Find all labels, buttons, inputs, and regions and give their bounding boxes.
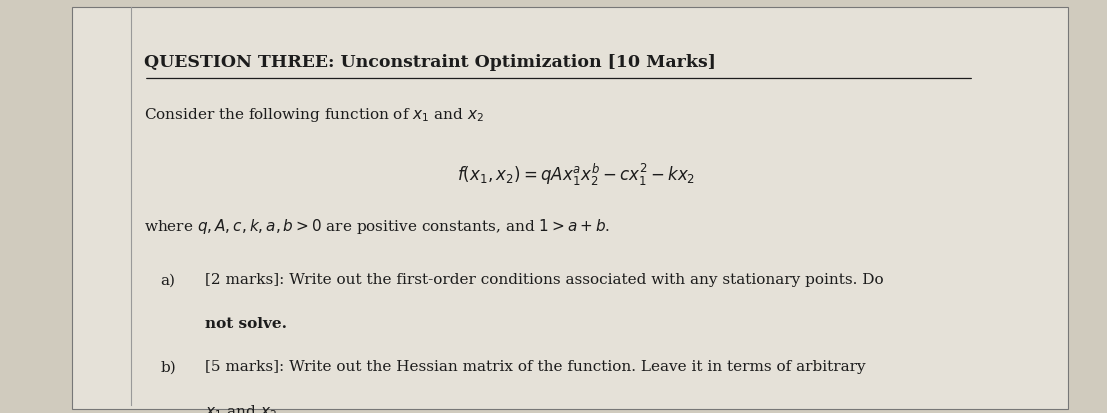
Text: where $q, A, c, k, a, b > 0$ are positive constants, and $1 > a + b$.: where $q, A, c, k, a, b > 0$ are positiv… bbox=[144, 217, 610, 236]
Text: $x_1$ and $x_2$.: $x_1$ and $x_2$. bbox=[205, 403, 281, 413]
Text: [5 marks]: Write out the Hessian matrix of the function. Leave it in terms of ar: [5 marks]: Write out the Hessian matrix … bbox=[205, 359, 866, 373]
Text: QUESTION THREE: Unconstraint Optimization [10 Marks]: QUESTION THREE: Unconstraint Optimizatio… bbox=[144, 54, 716, 71]
Text: $f(x_1, x_2) = qAx_1^a x_2^b - cx_1^2 - kx_2$: $f(x_1, x_2) = qAx_1^a x_2^b - cx_1^2 - … bbox=[456, 161, 695, 187]
Text: b): b) bbox=[161, 359, 176, 373]
Text: a): a) bbox=[161, 273, 176, 287]
Text: not solve.: not solve. bbox=[205, 316, 287, 330]
Bar bbox=[72, 8, 1068, 409]
Text: [2 marks]: Write out the first-order conditions associated with any stationary p: [2 marks]: Write out the first-order con… bbox=[205, 273, 883, 287]
Text: Consider the following function of $x_1$ and $x_2$: Consider the following function of $x_1$… bbox=[144, 105, 484, 123]
